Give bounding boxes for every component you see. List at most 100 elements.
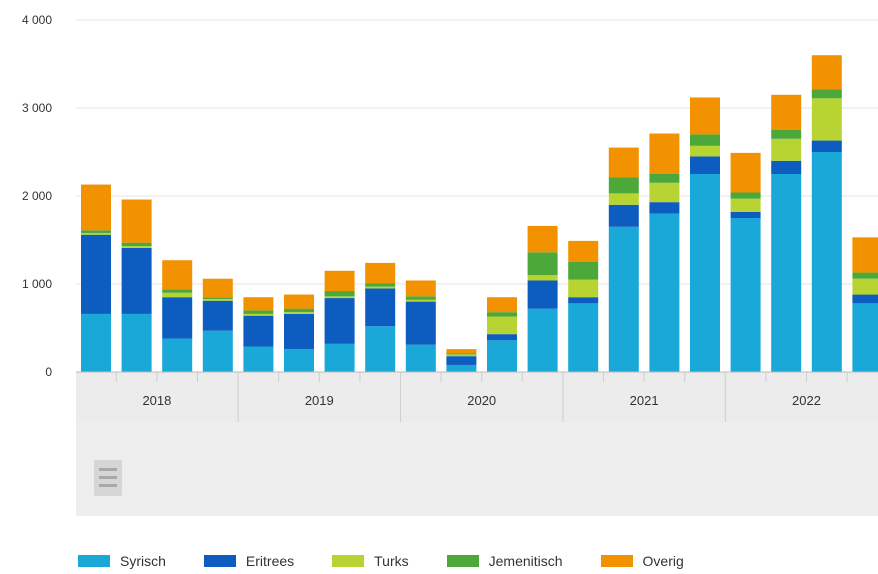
- bar-syrisch-12[interactable]: [568, 303, 599, 372]
- bar-eritrees-18[interactable]: [811, 140, 842, 152]
- bar-overig-0[interactable]: [81, 184, 111, 231]
- bar-jemenitisch-13[interactable]: [608, 177, 639, 194]
- bar-overig-13[interactable]: [608, 147, 639, 178]
- bar-overig-9[interactable]: [446, 349, 477, 354]
- bar-syrisch-17[interactable]: [771, 174, 802, 372]
- bar-overig-17[interactable]: [771, 94, 802, 130]
- bar-overig-7[interactable]: [365, 262, 396, 284]
- bar-eritrees-11[interactable]: [527, 280, 558, 309]
- bar-eritrees-14[interactable]: [649, 202, 680, 214]
- bar-turks-14[interactable]: [649, 182, 680, 203]
- bar-jemenitisch-16[interactable]: [730, 192, 761, 199]
- hamburger-menu-icon[interactable]: [94, 460, 122, 496]
- bar-turks-3[interactable]: [202, 298, 233, 301]
- bar-jemenitisch-14[interactable]: [649, 174, 680, 183]
- bar-eritrees-2[interactable]: [162, 297, 193, 339]
- bar-jemenitisch-12[interactable]: [568, 262, 599, 280]
- bar-overig-10[interactable]: [487, 297, 517, 313]
- bar-overig-8[interactable]: [405, 280, 436, 297]
- bar-jemenitisch-2[interactable]: [162, 289, 193, 293]
- bar-turks-17[interactable]: [771, 138, 802, 161]
- bar-jemenitisch-6[interactable]: [324, 291, 355, 297]
- bar-jemenitisch-4[interactable]: [243, 310, 274, 314]
- bar-turks-8[interactable]: [405, 299, 436, 302]
- bar-jemenitisch-5[interactable]: [284, 308, 314, 313]
- bar-jemenitisch-17[interactable]: [771, 130, 802, 139]
- bar-syrisch-7[interactable]: [365, 326, 396, 372]
- bar-eritrees-8[interactable]: [405, 301, 436, 345]
- bar-eritrees-9[interactable]: [446, 356, 477, 365]
- bar-overig-16[interactable]: [730, 152, 761, 193]
- bar-turks-2[interactable]: [162, 292, 193, 298]
- bar-overig-1[interactable]: [121, 199, 152, 243]
- bar-syrisch-11[interactable]: [527, 308, 558, 372]
- bar-turks-13[interactable]: [608, 193, 639, 205]
- bar-eritrees-7[interactable]: [365, 288, 396, 327]
- bar-eritrees-12[interactable]: [568, 297, 599, 304]
- bar-syrisch-8[interactable]: [405, 344, 436, 372]
- legend-item-turks[interactable]: Turks: [332, 553, 409, 569]
- bar-eritrees-0[interactable]: [81, 234, 111, 314]
- bar-jemenitisch-7[interactable]: [365, 283, 396, 287]
- bar-syrisch-15[interactable]: [690, 174, 720, 372]
- bar-jemenitisch-8[interactable]: [405, 296, 436, 300]
- bar-overig-18[interactable]: [811, 55, 842, 90]
- bar-jemenitisch-0[interactable]: [81, 230, 111, 233]
- bar-syrisch-3[interactable]: [202, 330, 233, 372]
- bar-turks-6[interactable]: [324, 296, 355, 299]
- legend-item-eritrees[interactable]: Eritrees: [203, 553, 294, 569]
- bar-jemenitisch-11[interactable]: [527, 252, 558, 276]
- bar-overig-19[interactable]: [852, 237, 878, 273]
- bar-turks-0[interactable]: [81, 232, 111, 235]
- bar-turks-12[interactable]: [568, 279, 599, 298]
- bar-overig-5[interactable]: [284, 294, 314, 309]
- bar-jemenitisch-15[interactable]: [690, 134, 720, 146]
- bar-eritrees-4[interactable]: [243, 315, 274, 347]
- bar-eritrees-15[interactable]: [690, 156, 720, 174]
- bar-jemenitisch-18[interactable]: [811, 89, 842, 99]
- bar-syrisch-6[interactable]: [324, 343, 355, 372]
- bar-turks-16[interactable]: [730, 198, 761, 212]
- bar-turks-5[interactable]: [284, 312, 314, 314]
- bar-syrisch-1[interactable]: [121, 313, 152, 372]
- bar-turks-9[interactable]: [446, 354, 477, 357]
- bar-syrisch-2[interactable]: [162, 338, 193, 372]
- legend-item-syrisch[interactable]: Syrisch: [78, 553, 166, 569]
- bar-overig-11[interactable]: [527, 225, 558, 253]
- bar-overig-3[interactable]: [202, 278, 233, 298]
- bar-syrisch-18[interactable]: [811, 152, 842, 372]
- bar-overig-15[interactable]: [690, 97, 720, 135]
- bar-turks-4[interactable]: [243, 313, 274, 316]
- bar-eritrees-6[interactable]: [324, 298, 355, 344]
- bar-syrisch-10[interactable]: [487, 340, 517, 372]
- bar-syrisch-4[interactable]: [243, 346, 274, 372]
- bar-turks-1[interactable]: [121, 246, 152, 248]
- legend-item-jemenitisch[interactable]: Jemenitisch: [446, 553, 563, 569]
- bar-jemenitisch-9[interactable]: [446, 353, 477, 355]
- bar-overig-12[interactable]: [568, 240, 599, 262]
- bar-syrisch-9[interactable]: [446, 364, 477, 372]
- bar-overig-2[interactable]: [162, 260, 193, 290]
- bar-turks-19[interactable]: [852, 278, 878, 295]
- bar-eritrees-1[interactable]: [121, 247, 152, 314]
- bar-jemenitisch-3[interactable]: [202, 297, 233, 299]
- bar-overig-6[interactable]: [324, 270, 355, 292]
- bar-eritrees-3[interactable]: [202, 300, 233, 331]
- bar-eritrees-13[interactable]: [608, 204, 639, 227]
- bar-syrisch-16[interactable]: [730, 218, 761, 372]
- bar-overig-4[interactable]: [243, 297, 274, 311]
- bar-overig-14[interactable]: [649, 133, 680, 174]
- bar-turks-15[interactable]: [690, 145, 720, 157]
- bar-turks-18[interactable]: [811, 98, 842, 141]
- bar-eritrees-10[interactable]: [487, 334, 517, 341]
- bar-turks-10[interactable]: [487, 316, 517, 335]
- bar-eritrees-17[interactable]: [771, 160, 802, 174]
- bar-turks-7[interactable]: [365, 286, 396, 289]
- bar-syrisch-0[interactable]: [81, 313, 111, 372]
- bar-syrisch-19[interactable]: [852, 303, 878, 372]
- legend-item-overig[interactable]: Overig: [600, 553, 684, 569]
- bar-syrisch-14[interactable]: [649, 213, 680, 372]
- bar-eritrees-5[interactable]: [284, 313, 314, 350]
- bar-jemenitisch-1[interactable]: [121, 242, 152, 247]
- bar-jemenitisch-10[interactable]: [487, 312, 517, 317]
